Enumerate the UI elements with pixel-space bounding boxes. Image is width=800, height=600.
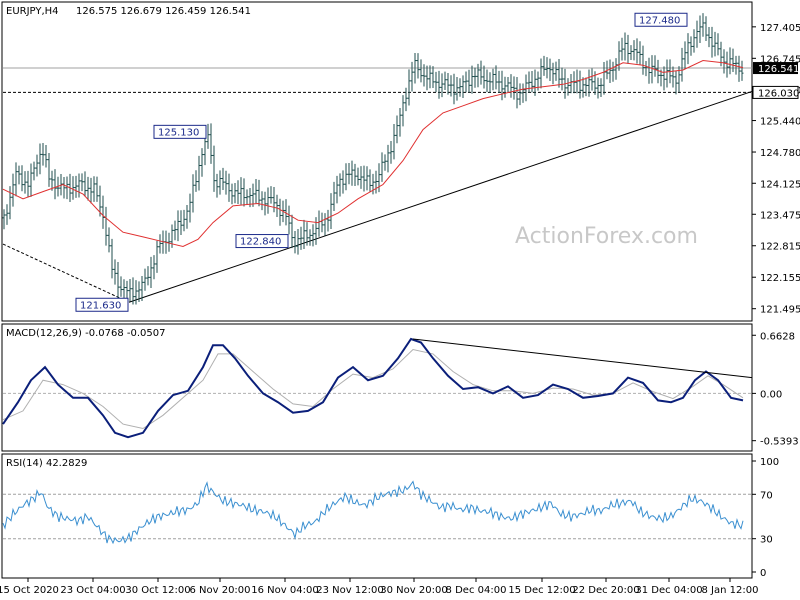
axis-layer: 15 Oct 2020 23 Oct 04:00 30 Oct 12:006 Nov… bbox=[0, 578, 758, 596]
price-layer: 127.405126.745126.090125.440124.780124.1… bbox=[2, 12, 800, 316]
macd-signal-line bbox=[2, 348, 744, 430]
current-price-label: 126.541 bbox=[758, 64, 799, 75]
rsi-y-tick-label: 70 bbox=[760, 490, 773, 501]
support-tag bbox=[752, 85, 799, 99]
price-y-tick-label: 125.440 bbox=[760, 117, 800, 128]
moving-average-line bbox=[2, 59, 744, 248]
rsi-line bbox=[2, 480, 744, 545]
price-y-tick-label: 124.125 bbox=[760, 179, 800, 190]
macd-y-tick-label: 0.6628 bbox=[760, 331, 795, 342]
price-y-tick-label: 122.155 bbox=[760, 273, 800, 284]
x-axis-label: 23 Nov 12:00 bbox=[316, 585, 383, 596]
watermark: ActionForex.com bbox=[515, 224, 698, 249]
rsi-y-tick-label: 100 bbox=[760, 457, 779, 468]
x-axis-label: 16 Nov 04:00 bbox=[251, 585, 318, 596]
chart-symbol: EURJPY,H4 bbox=[6, 6, 59, 17]
price-y-tick-label: 122.815 bbox=[760, 242, 800, 253]
price-y-tick-label: 121.495 bbox=[760, 305, 800, 316]
x-axis-label: 15 Oct 2020 bbox=[0, 585, 59, 596]
price-y-tick-label: 127.405 bbox=[760, 23, 800, 34]
support-label: 126.030 bbox=[758, 88, 799, 99]
macd-title: MACD(12,26,9) -0.0768 -0.0507 bbox=[6, 328, 166, 339]
price-annotation-label: 125.130 bbox=[158, 127, 199, 138]
price-annotation-label: 121.630 bbox=[80, 300, 121, 311]
macd-y-tick-label: 0.00 bbox=[760, 389, 782, 400]
macd-line bbox=[2, 337, 744, 439]
rsi-panel-frame bbox=[1, 453, 753, 579]
old-trendline bbox=[2, 243, 130, 303]
rsi-y-tick-label: 30 bbox=[760, 535, 773, 546]
price-annotation-box bbox=[153, 124, 207, 139]
x-axis-label: 23 Oct 04:00 bbox=[60, 585, 125, 596]
price-y-tick-label: 124.780 bbox=[760, 148, 800, 159]
price-annotation-box bbox=[75, 297, 129, 312]
price-annotation-box bbox=[235, 234, 289, 249]
rsi-layer: 100 70 30 0 bbox=[2, 457, 779, 579]
price-y-tick-label: 123.475 bbox=[760, 210, 800, 221]
x-axis-label: 8 Jan 12:00 bbox=[702, 585, 759, 596]
price-annotation-label: 122.840 bbox=[240, 237, 281, 248]
rising-trendline bbox=[128, 90, 753, 303]
price-annotation-label: 127.480 bbox=[639, 15, 680, 26]
x-axis-label: 15 Dec 12:00 bbox=[508, 585, 575, 596]
macd-y-tick-label: -0.5393 bbox=[760, 437, 799, 448]
macd-panel-frame bbox=[1, 323, 753, 452]
x-axis-label: 30 Nov 20:00 bbox=[380, 585, 447, 596]
x-axis-label: 31 Dec 04:00 bbox=[635, 585, 702, 596]
rsi-title: RSI(14) 42.2829 bbox=[6, 458, 87, 469]
current-price-tag bbox=[753, 62, 798, 75]
x-axis-label: 22 Dec 20:00 bbox=[572, 585, 639, 596]
chart-ohlc: 126.575 126.679 126.459 126.541 bbox=[76, 6, 251, 17]
x-axis-label: 6 Nov 20:00 bbox=[189, 585, 250, 596]
macd-trendline bbox=[412, 338, 753, 379]
rsi-y-tick-label: 0 bbox=[760, 568, 766, 579]
x-axis-label: 8 Dec 04:00 bbox=[446, 585, 507, 596]
price-y-tick-label: 126.745 bbox=[760, 54, 800, 65]
price-annotation-box bbox=[634, 12, 688, 27]
macd-layer: 0.6628 0.00 -0.5393 bbox=[2, 331, 799, 448]
x-axis-label: 30 Oct 12:00 bbox=[125, 585, 190, 596]
price-panel-frame bbox=[1, 1, 753, 322]
